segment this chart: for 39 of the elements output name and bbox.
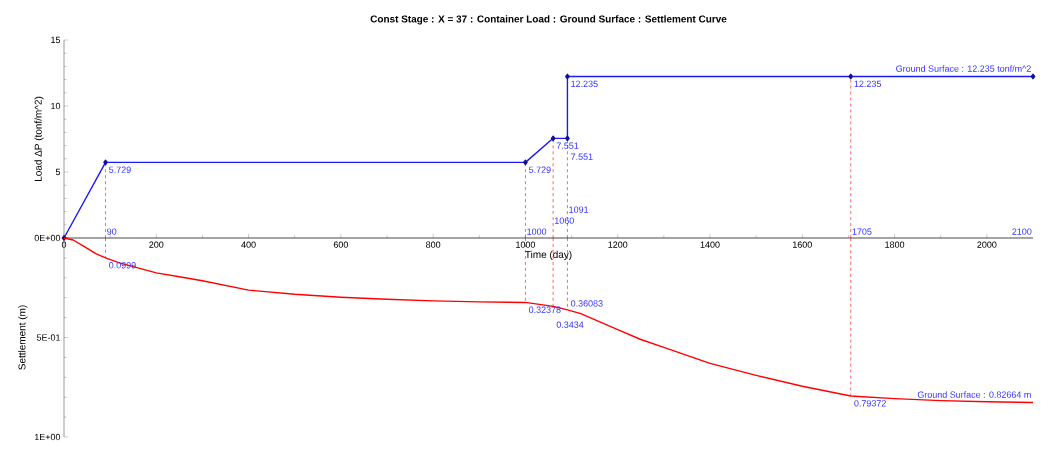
x-tick-label: 200: [149, 241, 164, 248]
y-tick-label: 5E-01: [36, 334, 61, 341]
x-tick-label: 1600: [793, 241, 812, 248]
x-tick-label: 1200: [608, 241, 628, 248]
data-label: 0.3434: [556, 321, 584, 328]
series-label: Ground Surface : 0.82664 m: [917, 391, 1031, 398]
x-tick-label: 400: [241, 241, 256, 248]
x-tick-label: 1000: [516, 241, 536, 248]
chart-title: Const Stage : X = 37 : Container Load : Ground Surface : Settlement Curve: [370, 15, 727, 25]
annotation: 1705: [852, 228, 872, 235]
x-tick-label: 2000: [977, 241, 997, 248]
x-tick-label: 1400: [700, 241, 720, 248]
annotation: 1000: [527, 228, 547, 235]
data-label: 7.551: [556, 142, 579, 149]
x-tick-label: 600: [333, 241, 348, 248]
annotation: 90: [107, 228, 117, 235]
x-tick-label: 800: [426, 241, 441, 248]
annotation: 2100: [1012, 228, 1032, 235]
data-label: 7.551: [571, 153, 593, 160]
data-label: 0.32378: [528, 306, 561, 313]
data-label: 0.79372: [854, 400, 886, 407]
series-label: Ground Surface : 12.235 tonf/m^2: [896, 65, 1031, 72]
data-label: 12.235: [571, 80, 598, 88]
data-label: 0.36083: [570, 300, 603, 307]
y-axis-title: Load ΔP (tonf/m^2): [34, 96, 44, 181]
x-tick-label: 1800: [885, 241, 905, 248]
data-label: 12.235: [854, 80, 881, 88]
y-tick-label: 0E+00: [34, 234, 61, 242]
y-tick-label: 15: [51, 36, 61, 44]
annotation: 1060: [555, 217, 574, 224]
annotation: 1091: [569, 206, 589, 213]
data-label: 5.729: [109, 166, 131, 173]
y-axis-title: Settlement (m): [18, 305, 28, 370]
x-axis-title: Time (day): [525, 250, 572, 260]
data-label: 5.729: [528, 166, 551, 173]
x-tick-label: 0: [61, 241, 67, 248]
y-tick-label: 10: [51, 102, 61, 110]
y-tick-label: 1E+00: [34, 433, 61, 441]
y-tick-label: 5: [55, 168, 61, 176]
